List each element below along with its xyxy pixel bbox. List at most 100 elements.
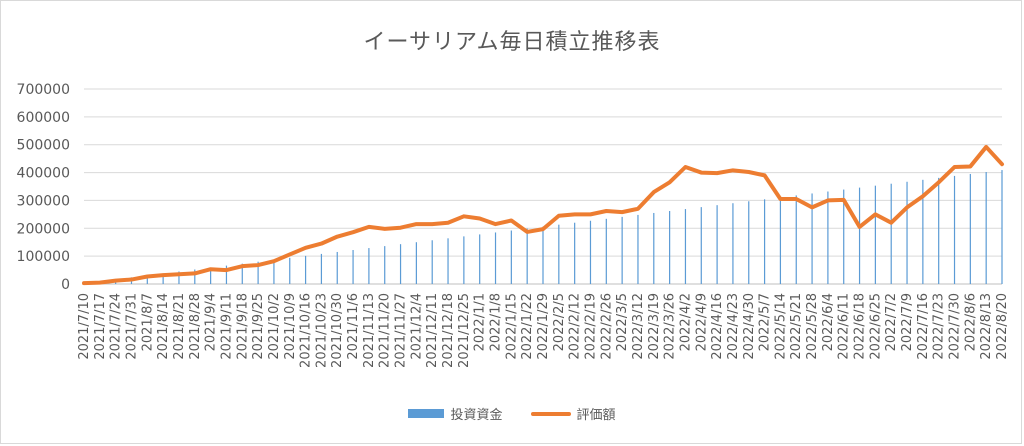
bar-investment xyxy=(1001,170,1003,284)
x-tick-label: 2022/4/30 xyxy=(742,293,757,360)
bar-investment xyxy=(890,183,892,284)
x-tick-label: 2021/11/13 xyxy=(362,293,377,368)
x-tick-label: 2022/1/1 xyxy=(473,293,488,351)
bar-investment xyxy=(320,253,323,284)
bar-investment xyxy=(336,251,338,284)
y-tick-label: 600000 xyxy=(17,110,70,126)
x-tick-label: 2022/3/12 xyxy=(631,293,646,360)
bar-investment xyxy=(653,212,655,284)
y-tick-label: 300000 xyxy=(17,193,70,209)
bar-investment xyxy=(494,232,497,284)
bar-investment xyxy=(858,187,861,284)
bar-investment xyxy=(985,172,987,284)
legend-swatch-bar xyxy=(408,409,445,418)
x-tick-label: 2021/12/18 xyxy=(441,293,456,368)
bar-investment xyxy=(415,242,417,284)
bar-investment xyxy=(716,205,718,284)
bar-investment xyxy=(874,185,876,284)
x-tick-label: 2021/7/31 xyxy=(124,293,139,360)
bar-investment xyxy=(510,230,512,284)
x-tick-label: 2021/9/18 xyxy=(235,293,250,360)
x-tick-label: 2021/10/23 xyxy=(314,293,329,368)
x-tick-label: 2021/10/30 xyxy=(330,293,345,368)
x-tick-label: 2022/6/25 xyxy=(868,293,883,360)
bar-investment xyxy=(684,209,687,284)
bar-investment xyxy=(146,275,148,284)
bar-investment xyxy=(779,197,782,284)
bar-investment xyxy=(352,250,354,284)
legend-item-valuation: 評価額 xyxy=(530,404,616,423)
x-tick-label: 2022/8/13 xyxy=(979,293,994,360)
bar-investment xyxy=(589,220,592,284)
x-tick-label: 2021/8/7 xyxy=(140,293,155,351)
x-tick-label: 2022/7/30 xyxy=(948,293,963,360)
x-tick-label: 2022/5/21 xyxy=(789,293,804,360)
x-tick-label: 2022/3/26 xyxy=(663,293,678,360)
bar-investment xyxy=(763,199,766,284)
x-tick-label: 2021/12/4 xyxy=(409,293,424,360)
x-tick-label: 2021/8/21 xyxy=(172,293,187,360)
x-tick-label: 2021/9/11 xyxy=(219,293,234,360)
bar-investment xyxy=(605,218,607,284)
bar-investment xyxy=(795,195,797,284)
bar-investment xyxy=(953,175,956,284)
x-tick-label: 2022/5/14 xyxy=(773,293,788,360)
x-tick-label: 2022/7/23 xyxy=(932,293,947,360)
x-tick-label: 2022/1/8 xyxy=(489,293,504,351)
x-tick-label: 2021/11/6 xyxy=(346,293,361,360)
x-tick-label: 2022/8/6 xyxy=(963,293,978,351)
x-tick-label: 2022/4/23 xyxy=(726,293,741,360)
bar-investment xyxy=(273,259,275,284)
chart-title: イーサリアム毎日積立推移表 xyxy=(363,30,661,55)
x-tick-label: 2021/9/25 xyxy=(251,293,266,360)
bar-investment xyxy=(558,224,560,284)
bar-investment xyxy=(289,257,291,284)
legend-label-valuation: 評価額 xyxy=(576,408,616,423)
x-tick-label: 2022/5/7 xyxy=(758,293,773,351)
bar-investment xyxy=(463,236,465,284)
x-tick-label: 2021/7/10 xyxy=(77,293,92,360)
bar-investment xyxy=(384,246,386,284)
bar-investment xyxy=(431,240,433,284)
x-tick-label: 2022/4/16 xyxy=(710,293,725,360)
bar-investment xyxy=(257,261,259,284)
x-tick-label: 2021/10/9 xyxy=(283,293,298,360)
bar-investment xyxy=(542,226,544,284)
x-tick-label: 2022/3/5 xyxy=(615,293,630,351)
x-tick-label: 2021/7/17 xyxy=(93,293,108,360)
bar-investment xyxy=(732,203,734,284)
x-tick-label: 2022/2/5 xyxy=(552,293,567,351)
x-axis-ticks: 2021/7/10 2021/7/17 2021/7/24 2021/7/31 2021… xyxy=(77,293,1010,368)
x-tick-label: 2022/3/19 xyxy=(647,293,662,360)
x-tick-label: 2022/6/4 xyxy=(821,293,836,351)
y-tick-label: 100000 xyxy=(17,249,70,265)
x-tick-label: 2021/7/24 xyxy=(109,293,124,360)
bar-investment xyxy=(574,222,576,284)
x-tick-label: 2021/12/11 xyxy=(425,293,440,368)
y-tick-label: 200000 xyxy=(17,221,70,237)
legend: 投資資金 評価額 xyxy=(0,404,1024,423)
x-tick-label: 2022/2/26 xyxy=(599,293,614,360)
y-tick-label: 700000 xyxy=(17,82,70,98)
y-tick-label: 0 xyxy=(61,277,70,293)
bar-investment xyxy=(162,273,164,284)
x-tick-label: 2022/4/2 xyxy=(678,293,693,351)
bar-investment xyxy=(969,173,971,284)
bar-investment xyxy=(922,179,924,284)
bar-investment xyxy=(241,263,243,284)
x-tick-label: 2021/10/2 xyxy=(267,293,282,360)
bar-series xyxy=(83,170,1003,284)
bar-investment xyxy=(526,228,528,284)
bar-investment xyxy=(368,248,370,284)
legend-label-investment: 投資資金 xyxy=(450,408,503,423)
bar-investment xyxy=(637,214,639,284)
y-tick-label: 400000 xyxy=(17,166,70,182)
x-tick-label: 2022/1/29 xyxy=(536,293,551,360)
bar-investment xyxy=(399,244,402,284)
bar-investment xyxy=(194,269,196,284)
x-tick-label: 2021/11/27 xyxy=(394,293,409,368)
x-tick-label: 2022/6/18 xyxy=(853,293,868,360)
bar-investment xyxy=(225,265,228,284)
bar-investment xyxy=(827,191,829,284)
